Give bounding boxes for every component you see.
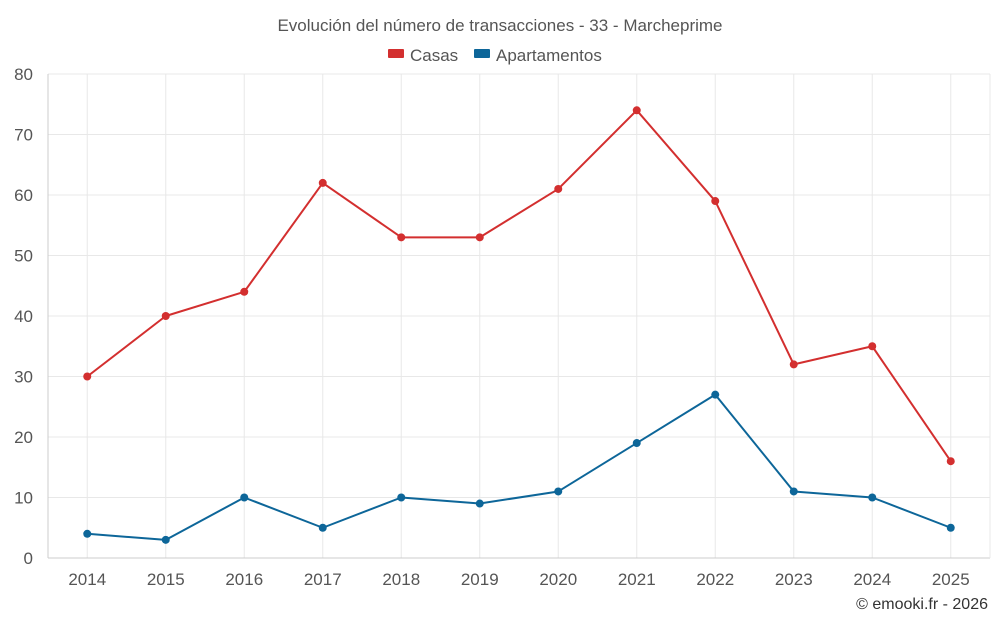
data-point-casas-2019[interactable] xyxy=(475,233,484,242)
y-tick-label: 80 xyxy=(14,65,33,84)
data-point-casas-2014[interactable] xyxy=(83,372,92,381)
series-casas xyxy=(83,106,955,466)
y-tick-label: 30 xyxy=(14,368,33,387)
data-point-apartamentos-2016[interactable] xyxy=(240,493,249,502)
data-point-apartamentos-2018[interactable] xyxy=(397,493,406,502)
x-tick-label: 2017 xyxy=(304,570,342,589)
y-tick-label: 60 xyxy=(14,186,33,205)
x-tick-label: 2022 xyxy=(696,570,734,589)
data-point-casas-2015[interactable] xyxy=(161,312,170,320)
data-point-apartamentos-2021[interactable] xyxy=(632,439,641,448)
y-tick-label: 0 xyxy=(24,549,33,568)
legend-item-casas[interactable]: Casas xyxy=(388,46,458,65)
data-point-apartamentos-2014[interactable] xyxy=(83,529,92,538)
data-point-apartamentos-2024[interactable] xyxy=(868,493,877,502)
x-tick-label: 2015 xyxy=(147,570,185,589)
x-tick-label: 2014 xyxy=(68,570,106,589)
legend-item-apartamentos[interactable]: Apartamentos xyxy=(474,46,602,65)
data-point-casas-2017[interactable] xyxy=(318,178,327,187)
x-tick-label: 2018 xyxy=(382,570,420,589)
legend-label-casas: Casas xyxy=(410,46,458,65)
data-point-casas-2022[interactable] xyxy=(711,197,720,206)
series-apartamentos xyxy=(83,390,955,544)
series-line-apartamentos xyxy=(87,393,952,541)
x-tick-label: 2020 xyxy=(539,570,577,589)
series-line-casas xyxy=(86,109,952,462)
legend-label-apartamentos: Apartamentos xyxy=(496,46,602,65)
data-point-casas-2018[interactable] xyxy=(397,233,406,242)
chart-title: Evolución del número de transacciones - … xyxy=(277,16,722,35)
x-tick-label: 2024 xyxy=(853,570,891,589)
legend-swatch-apartamentos xyxy=(474,49,490,58)
data-point-apartamentos-2020[interactable] xyxy=(554,487,563,496)
x-tick-label: 2019 xyxy=(461,570,499,589)
data-point-apartamentos-2017[interactable] xyxy=(318,523,327,532)
data-point-apartamentos-2023[interactable] xyxy=(789,487,798,496)
data-point-casas-2023[interactable] xyxy=(789,360,798,369)
x-tick-label: 2025 xyxy=(932,570,970,589)
y-tick-label: 70 xyxy=(14,126,33,145)
data-point-apartamentos-2019[interactable] xyxy=(475,499,484,508)
data-point-apartamentos-2022[interactable] xyxy=(711,390,720,399)
y-tick-label: 20 xyxy=(14,428,33,447)
credit-text: © emooki.fr - 2026 xyxy=(856,596,988,613)
legend: Casas Apartamentos xyxy=(388,46,602,65)
x-tick-label: 2021 xyxy=(618,570,656,589)
data-point-apartamentos-2015[interactable] xyxy=(161,535,170,544)
data-point-apartamentos-2025[interactable] xyxy=(946,523,955,532)
x-tick-label: 2016 xyxy=(225,570,263,589)
x-axis-ticks: 2014 2015 2016 2017 2018 2019 2020 2021 2022 2023… xyxy=(68,570,969,589)
data-point-casas-2025[interactable] xyxy=(946,457,955,466)
data-point-casas-2024[interactable] xyxy=(868,342,877,351)
data-point-casas-2021[interactable] xyxy=(632,106,641,115)
y-tick-label: 50 xyxy=(14,247,33,266)
y-tick-label: 10 xyxy=(14,489,33,508)
y-axis-ticks: 0 10 20 30 40 50 60 70 80 xyxy=(14,65,33,568)
series-layer xyxy=(83,106,955,544)
x-tick-label: 2023 xyxy=(775,570,813,589)
data-point-casas-2020[interactable] xyxy=(554,184,563,193)
y-tick-label: 40 xyxy=(14,307,33,326)
grid xyxy=(47,73,991,559)
data-point-casas-2016[interactable] xyxy=(240,287,249,296)
legend-swatch-casas xyxy=(388,49,404,58)
